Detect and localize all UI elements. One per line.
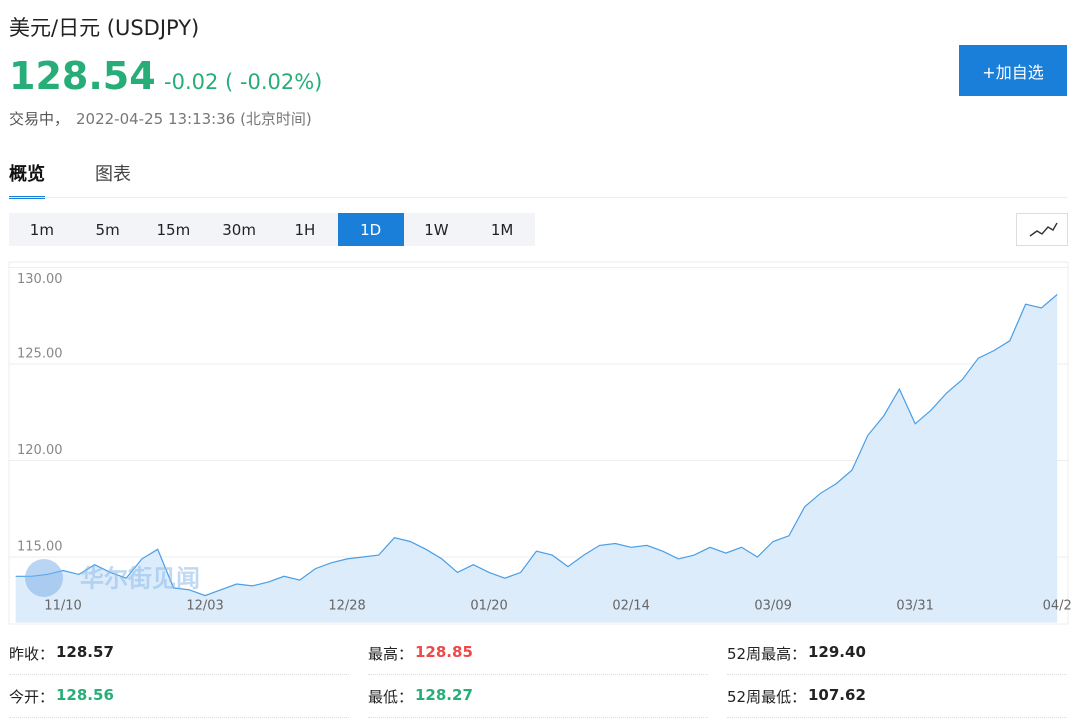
- price: 128.54: [9, 54, 156, 98]
- interval-button[interactable]: 1D: [337, 213, 404, 246]
- stat-label: 52周最高：: [727, 645, 807, 663]
- x-tick-label: 03/09: [754, 599, 791, 614]
- interval-button[interactable]: 30m: [222, 220, 256, 239]
- watermark-logo: [25, 559, 63, 597]
- interval-button[interactable]: 1m: [29, 220, 54, 239]
- x-tick-label: 11/10: [44, 599, 81, 614]
- x-tick-label: 02/14: [612, 599, 649, 614]
- row-separator: [727, 717, 1067, 718]
- interval-button[interactable]: 1H: [294, 220, 316, 239]
- interval-button[interactable]: 15m: [156, 220, 191, 239]
- interval-button[interactable]: 5m: [95, 220, 120, 239]
- divider: [9, 197, 1067, 198]
- price-change: -0.02 ( -0.02%): [164, 70, 323, 94]
- stat-value: 128.85: [415, 643, 473, 661]
- x-tick-label: 12/28: [328, 599, 365, 614]
- y-tick-label: 130.00: [17, 272, 63, 287]
- line-icon: [1029, 222, 1058, 237]
- watermark: 华尔街见闻: [80, 564, 200, 593]
- title: 美元/日元 (USDJPY): [9, 16, 200, 40]
- row-separator: [727, 674, 1067, 675]
- interval-bar: 1m 5m 15m 30m 1H 1D 1W 1M: [9, 213, 535, 246]
- stat-value: 128.27: [415, 686, 473, 704]
- stat-label: 昨收：: [9, 645, 55, 663]
- row-separator: [368, 717, 708, 718]
- y-tick-label: 115.00: [17, 539, 63, 554]
- row-separator: [9, 717, 349, 718]
- y-tick-label: 120.00: [17, 443, 63, 458]
- stat-label: 最低：: [368, 688, 414, 706]
- chart-frame: [8, 261, 1069, 625]
- stat-label: 最高：: [368, 645, 414, 663]
- status: 交易中，: [9, 110, 70, 128]
- add-watchlist-button[interactable]: +加自选: [959, 45, 1067, 96]
- line: [15, 294, 1058, 597]
- x-tick-label: 12/03: [186, 599, 223, 614]
- stat-value: 128.56: [56, 686, 114, 704]
- timestamp: 2022-04-25 13:13:36 (北京时间): [76, 110, 312, 128]
- area: [15, 294, 1058, 623]
- x-tick-label: 03/31: [896, 599, 933, 614]
- y-tick-label: 125.00: [17, 346, 63, 361]
- stat-label: 今开：: [9, 688, 55, 706]
- x-tick-label: 01/20: [470, 599, 507, 614]
- stat-value: 129.40: [808, 643, 866, 661]
- tab[interactable]: 图表: [95, 164, 131, 185]
- interval-button[interactable]: 1W: [424, 220, 449, 239]
- stat-value: 128.57: [56, 643, 114, 661]
- x-tick-label: 04/2: [1043, 599, 1072, 614]
- row-separator: [9, 674, 349, 675]
- interval-button[interactable]: 1M: [490, 220, 514, 239]
- stat-value: 107.62: [808, 686, 866, 704]
- stat-label: 52周最低：: [727, 688, 807, 706]
- row-separator: [368, 674, 708, 675]
- chart-style-button[interactable]: [1016, 213, 1068, 246]
